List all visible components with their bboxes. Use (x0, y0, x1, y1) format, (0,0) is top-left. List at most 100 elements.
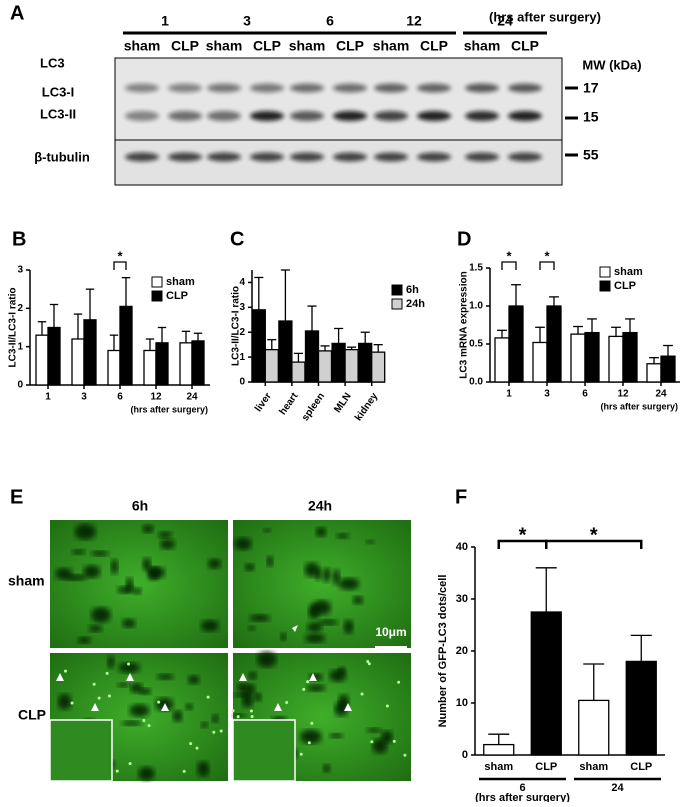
bar (608, 335, 624, 383)
y-tick-label: 2 (17, 303, 23, 314)
dot (115, 769, 119, 773)
nucleus (117, 586, 134, 594)
bar (179, 342, 193, 386)
y-tick-label: 0 (462, 749, 468, 761)
nucleus (55, 567, 73, 580)
dot (157, 700, 161, 704)
nucleus (185, 703, 193, 711)
bar (35, 334, 49, 386)
micrograph (50, 520, 228, 648)
nucleus (305, 633, 326, 643)
band (333, 111, 367, 121)
dot (250, 715, 254, 719)
legend-label: sham (166, 276, 195, 288)
x-axis-label: (hrs after surgery) (600, 401, 678, 411)
dot (360, 692, 364, 696)
nucleus (343, 619, 354, 634)
nucleus (248, 671, 257, 680)
legend-swatch (151, 276, 163, 288)
dot (195, 746, 199, 750)
bar (119, 305, 133, 386)
nucleus (110, 559, 119, 575)
blot-frame (114, 57, 563, 141)
nucleus (266, 555, 274, 567)
arrowhead (292, 625, 298, 632)
nucleus (257, 651, 277, 668)
bar (264, 348, 279, 383)
y-tick-label: 1 (239, 352, 245, 363)
band (207, 111, 241, 121)
y-axis-label: Number of GFP-LC3 dots/cell (437, 575, 449, 728)
x-tick-label: heart (277, 390, 300, 417)
legend-label: 24h (406, 298, 425, 310)
nucleus (352, 595, 364, 605)
nucleus (332, 569, 340, 586)
panel-label: F (455, 486, 467, 508)
nucleus (366, 727, 382, 733)
y-axis-label: LC3-II/LC3-I ratio (8, 287, 19, 367)
band (465, 111, 499, 121)
x-tick-label: CLP (630, 761, 652, 773)
legend-swatch (391, 284, 403, 296)
scale-label: 10μm (375, 625, 406, 639)
nucleus (142, 524, 154, 533)
arrowhead (309, 673, 317, 681)
chart: C LC3-II/LC3-I ratio 0 1 2 3 4 liver heart spleen… (230, 228, 425, 423)
panel-label: E (10, 486, 23, 508)
nucleus (74, 523, 96, 540)
bar (291, 361, 306, 383)
lane-label: CLP (253, 38, 281, 54)
band (250, 111, 284, 121)
significance-mark: * (519, 524, 527, 546)
band (508, 152, 542, 162)
timepoint: 3 (243, 13, 251, 29)
lane-label: sham (124, 38, 161, 54)
bar (317, 350, 333, 383)
y-axis-label: LC3 mRNA expression (459, 271, 470, 378)
dot (306, 680, 310, 684)
bar (508, 305, 524, 383)
band (168, 83, 202, 93)
nucleus (77, 636, 91, 644)
band (417, 152, 451, 162)
nucleus (322, 567, 331, 583)
nucleus (315, 527, 327, 537)
x-tick-label: 6 (582, 389, 588, 400)
legend-swatch (391, 298, 403, 310)
nucleus (249, 614, 270, 622)
arrowhead (91, 703, 99, 711)
bar (47, 326, 61, 386)
band (290, 83, 324, 93)
y-tick-label: 1.5 (469, 263, 483, 274)
time-unit: (hrs after surgery) (489, 9, 601, 24)
band (333, 83, 367, 93)
x-axis-label: (hrs after surgery) (130, 404, 208, 414)
x-tick-label: sham (484, 761, 513, 773)
legend-swatch (151, 290, 163, 302)
x-tick-label: liver (253, 391, 274, 414)
nucleus (156, 673, 174, 680)
bar (494, 337, 510, 383)
band (290, 111, 324, 121)
nucleus (172, 710, 183, 722)
panel-label: D (457, 228, 471, 250)
band (374, 152, 408, 162)
significance-mark: * (117, 248, 123, 263)
nucleus (83, 565, 101, 579)
dot (64, 669, 68, 673)
dot (92, 682, 96, 686)
x-tick-label: 24 (186, 392, 198, 403)
lane-label: CLP (171, 38, 199, 54)
bar (143, 349, 157, 386)
nucleus (253, 692, 262, 702)
bar (344, 348, 359, 383)
nucleus (155, 697, 174, 712)
bar (646, 363, 662, 383)
nucleus (329, 669, 347, 682)
bar (584, 331, 600, 383)
arrowhead (239, 673, 247, 681)
nucleus (329, 733, 344, 739)
bar (622, 331, 638, 383)
dot (206, 695, 210, 699)
band (417, 83, 451, 93)
